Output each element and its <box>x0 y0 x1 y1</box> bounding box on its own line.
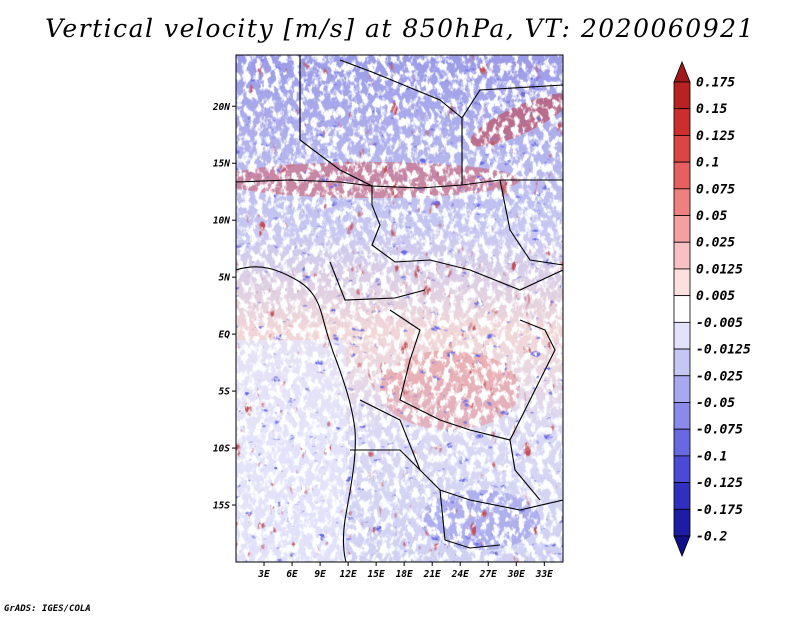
colorbar-segment <box>673 482 691 510</box>
colorbar-label: -0.2 <box>696 530 727 545</box>
y-tick-label: 10S <box>213 444 230 455</box>
colorbar-segment <box>673 81 691 110</box>
colorbar-label: 0.025 <box>696 236 735 251</box>
x-tick-label: 9E <box>314 569 326 580</box>
colorbar-segment <box>673 508 691 537</box>
colorbar-label: -0.0125 <box>696 343 751 358</box>
map-frame <box>235 54 564 563</box>
y-tick-label: 10N <box>213 216 230 227</box>
colorbar: 0.175 0.15 0.125 0.1 0.075 0.05 0.025 0.0125 0.0… <box>673 60 751 558</box>
colorbar-segment <box>673 135 691 163</box>
colorbar-segment <box>673 455 691 483</box>
colorbar-label: -0.1 <box>696 449 727 464</box>
colorbar-segment <box>673 428 691 457</box>
x-tick-label: 24E <box>451 569 469 580</box>
chart-title: Vertical velocity [m/s] at 850hPa, VT: 2… <box>45 14 755 43</box>
colorbar-top-arrow <box>673 60 691 83</box>
colorbar-label: 0.0125 <box>696 262 743 277</box>
y-tick-label: 5S <box>219 387 231 398</box>
y-tick-label: 15S <box>213 501 230 512</box>
colorbar-label: 0.175 <box>696 76 735 91</box>
colorbar-label: -0.125 <box>696 476 743 491</box>
x-tick-label: 18E <box>396 569 413 580</box>
colorbar-label: 0.15 <box>696 102 727 117</box>
colorbar-segment <box>673 321 691 350</box>
colorbar-bottom-arrow <box>673 535 691 558</box>
y-tick-label: 5N <box>219 273 231 284</box>
colorbar-segment <box>673 215 691 243</box>
y-tick-label: 15N <box>213 159 230 170</box>
colorbar-label: -0.005 <box>696 316 743 331</box>
x-tick-label: 33E <box>535 569 553 580</box>
x-axis-ticks: 3E 6E 9E 12E 15E 18E 21E 24E 27E 30E 33E <box>257 562 553 580</box>
x-tick-label: 27E <box>479 569 497 580</box>
colorbar-label: 0.1 <box>696 156 719 171</box>
x-tick-label: 15E <box>368 569 385 580</box>
colorbar-label: -0.175 <box>696 503 743 518</box>
grads-credit: GrADS: IGES/COLA <box>4 604 91 614</box>
colorbar-label: -0.075 <box>696 423 743 438</box>
colorbar-segment <box>673 348 691 377</box>
colorbar-segment <box>673 268 691 297</box>
colorbar-segment <box>673 161 691 190</box>
colorbar-segment <box>673 188 691 216</box>
colorbar-segment <box>673 241 691 270</box>
y-tick-label: EQ <box>219 330 231 341</box>
colorbar-segment <box>673 295 691 323</box>
country-borders <box>236 55 563 562</box>
colorbar-label: 0.075 <box>696 182 735 197</box>
map-plot-area: 20N 15N 10N 5N EQ 5S 10S 15S 3E 6E 9E 12E 15E 18E 21E… <box>212 54 564 580</box>
field-texture-white <box>236 55 563 562</box>
y-tick-label: 20N <box>212 102 230 113</box>
colorbar-segment <box>673 375 691 403</box>
x-tick-label: 21E <box>423 569 441 580</box>
colorbar-label: 0.005 <box>696 289 735 304</box>
x-tick-label: 6E <box>286 569 298 580</box>
x-tick-label: 3E <box>257 569 270 580</box>
x-tick-label: 30E <box>507 569 525 580</box>
colorbar-segment <box>673 402 691 430</box>
colorbar-label: -0.025 <box>696 369 743 384</box>
colorbar-label: 0.05 <box>696 209 727 224</box>
colorbar-label: -0.05 <box>696 396 735 411</box>
x-tick-label: 12E <box>340 569 357 580</box>
y-axis-ticks: 20N 15N 10N 5N EQ 5S 10S 15S <box>212 102 236 512</box>
colorbar-label: 0.125 <box>696 129 735 144</box>
colorbar-segment <box>673 108 691 136</box>
